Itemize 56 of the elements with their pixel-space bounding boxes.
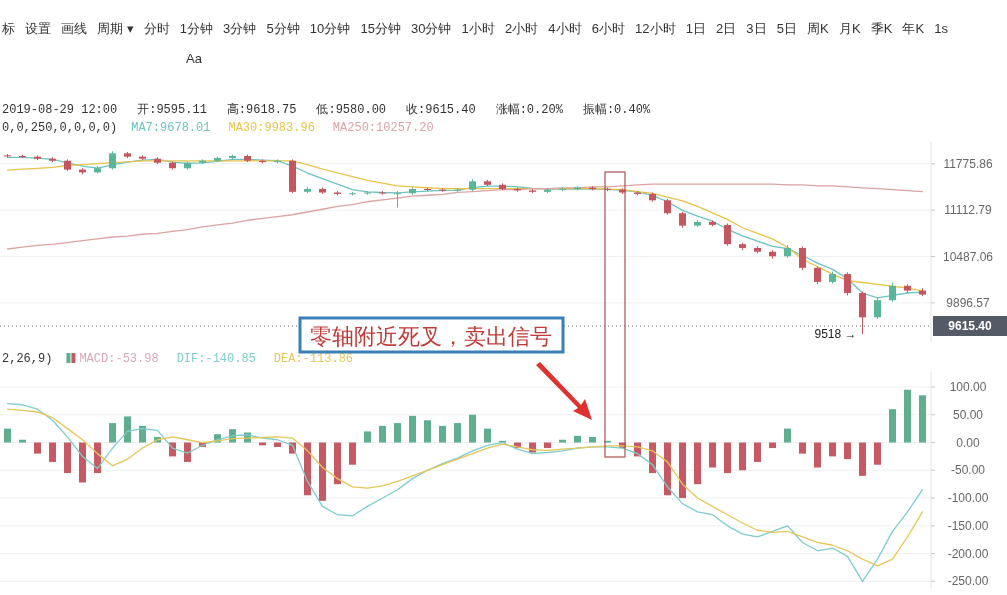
text: 设置 [25, 21, 52, 36]
text: 高:9618.75 [226, 102, 297, 117]
y-tick-label: 50.00 [952, 407, 984, 422]
text: 画线 [61, 21, 88, 36]
text: 1分钟 [179, 21, 213, 36]
text: 10分钟 [309, 21, 351, 36]
text: 30分钟 [411, 21, 452, 36]
text: 低:9580.00 [316, 103, 387, 117]
text: 2日 [716, 21, 737, 36]
text: 1s [934, 21, 949, 36]
text: 1小时 [461, 21, 495, 36]
text: 1日 [685, 21, 706, 36]
text: 4小时 [548, 21, 582, 36]
text: 涨幅:0.20% [495, 103, 564, 117]
text: 6小时 [591, 21, 625, 36]
text: MA7:9678.01 [131, 121, 211, 135]
y-tick-label: -50.00 [950, 463, 986, 478]
y-tick-label: 10487.06 [942, 249, 994, 264]
text: 2019-08-29 12:00 [2, 103, 118, 117]
text: 3分钟 [223, 21, 257, 36]
y-tick-label: 11775.86 [943, 156, 993, 171]
y-tick-label: -250.00 [947, 574, 989, 589]
ref-line-label: 9615.40 [948, 318, 993, 333]
y-tick-label: 11112.79 [944, 203, 993, 218]
text: 分时 [143, 21, 170, 36]
text: 年K [902, 21, 925, 36]
text: 开:9595.11 [137, 103, 207, 117]
text: 振幅:0.40% [582, 103, 651, 117]
text: DIF:-140.85 [176, 352, 256, 366]
y-tick-label: 9896.57 [946, 295, 991, 310]
legend-title: 2,26,9) [2, 352, 53, 366]
y-tick-label: -100.00 [947, 491, 989, 506]
legend-title: 0,0,250,0,0,0,0) [2, 121, 118, 135]
text: MA250:10257.20 [332, 121, 434, 135]
text: 5分钟 [266, 21, 300, 36]
text: 收:9615.40 [406, 103, 476, 117]
text: 周K [807, 21, 830, 36]
text: 月K [838, 21, 861, 36]
legend-label: MACD:-53.98 [79, 352, 159, 366]
y-tick-label: -200.00 [947, 546, 989, 561]
text: 12小时 [635, 21, 676, 36]
text: Aa [186, 51, 203, 66]
y-tick-label: 100.00 [949, 379, 987, 394]
text: 3日 [746, 21, 767, 36]
text: 周期 ▾ [97, 21, 134, 36]
y-tick-label: 0.00 [956, 435, 980, 450]
text: MA30:9983.96 [228, 121, 315, 135]
text: 2小时 [504, 21, 539, 36]
text: 5日 [776, 21, 797, 36]
text: DEA:-113.86 [273, 352, 354, 366]
annotation: 零轴附近死叉，卖出信号 [310, 324, 552, 349]
text: 标 [1, 21, 15, 36]
annotation: 9518 → [814, 327, 857, 342]
text: 季K [870, 21, 893, 36]
y-tick-label: -150.00 [947, 518, 989, 533]
text: 15分钟 [360, 21, 401, 36]
